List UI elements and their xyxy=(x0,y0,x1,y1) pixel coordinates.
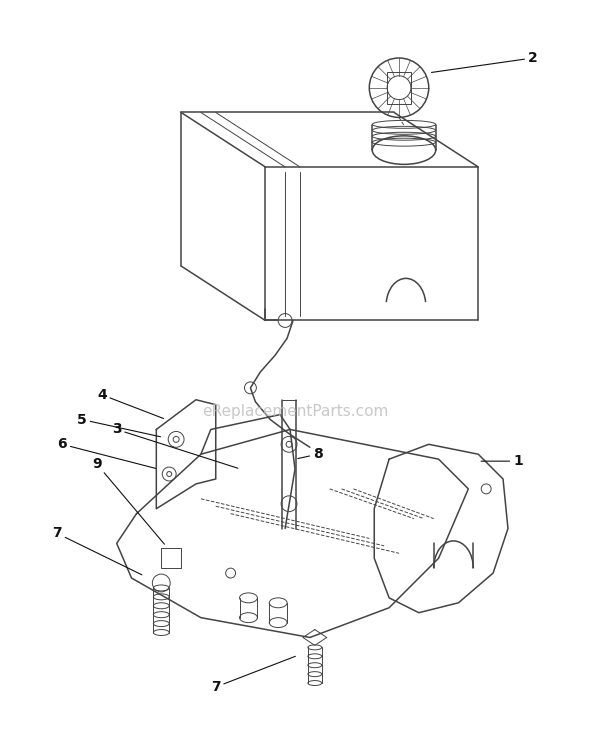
Text: 9: 9 xyxy=(92,457,165,544)
Text: 3: 3 xyxy=(112,423,238,468)
Text: 6: 6 xyxy=(57,438,156,468)
Text: 7: 7 xyxy=(211,656,296,694)
Bar xyxy=(387,72,411,103)
Text: 5: 5 xyxy=(77,412,160,437)
Text: eReplacementParts.com: eReplacementParts.com xyxy=(202,404,388,420)
Text: 7: 7 xyxy=(53,527,142,575)
Text: 8: 8 xyxy=(298,447,323,461)
Text: 1: 1 xyxy=(481,454,523,468)
Text: 2: 2 xyxy=(431,51,537,73)
Text: 4: 4 xyxy=(97,388,163,418)
